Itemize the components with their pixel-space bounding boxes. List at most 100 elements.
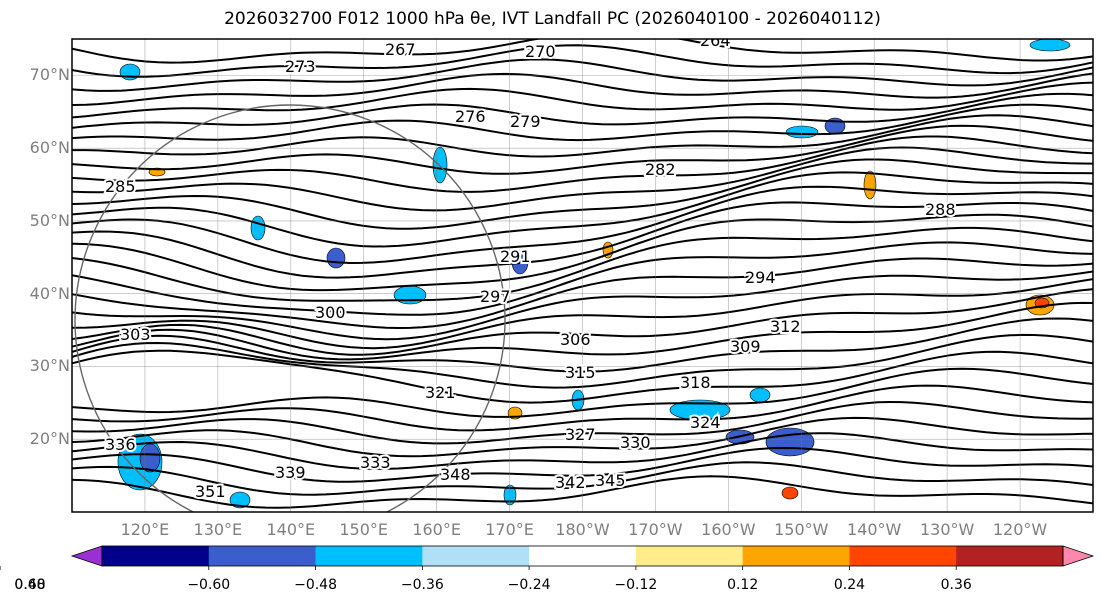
contour-label: 342 xyxy=(555,473,586,492)
theta-e-contour-line xyxy=(72,72,1093,107)
contour-label: 339 xyxy=(275,463,306,482)
contour-label: 330 xyxy=(620,433,651,452)
contour-labels: 264 267 270 273 276 279 282 285 288 291 294 297 300 3… xyxy=(103,39,958,503)
theta-e-contour-line xyxy=(72,158,1093,230)
contour-label: 306 xyxy=(560,330,591,349)
contour-label: 345 xyxy=(595,471,626,490)
chart-title: 2026032700 F012 1000 hPa θe, IVT Landfal… xyxy=(224,9,881,29)
longitude-label: 150°W xyxy=(774,520,829,539)
theta-e-contour-line xyxy=(72,270,1093,341)
theta-e-contour-line xyxy=(72,124,1093,175)
theta-e-contour-line xyxy=(72,257,1093,330)
theta-e-contour-line xyxy=(72,349,1093,404)
theta-e-contour-line xyxy=(72,400,1093,445)
colorbar-extend-low xyxy=(70,545,103,567)
colorbar-tick-label: −0.60 xyxy=(187,577,231,593)
contour-label: 291 xyxy=(500,247,531,266)
longitude-label: 170°W xyxy=(628,520,683,539)
longitude-label: 120°W xyxy=(992,520,1048,539)
longitude-label: 130°W xyxy=(919,520,975,539)
theta-e-contour-line xyxy=(72,416,1093,458)
theta-e-contour-line xyxy=(72,333,1093,389)
theta-e-contour-line xyxy=(72,301,1093,361)
contour-label: 270 xyxy=(525,42,556,61)
longitude-label: 130°E xyxy=(193,520,243,539)
theta-e-contour-line xyxy=(72,475,1093,509)
colorbar-tick-label: 0.36 xyxy=(940,577,972,593)
theta-e-contour-line xyxy=(72,103,1093,142)
contour-label: 309 xyxy=(730,337,761,356)
theta-e-contour-line xyxy=(72,171,1093,248)
colorbar-segment xyxy=(849,546,957,566)
colorbar-segment xyxy=(529,546,637,566)
contour-label: 351 xyxy=(195,482,226,501)
longitude-label: 140°W xyxy=(847,520,902,539)
theta-e-contour-line xyxy=(72,432,1093,470)
colorbar-segment xyxy=(956,546,1064,566)
contour-label: 333 xyxy=(360,453,391,472)
map-gridlines xyxy=(72,39,1093,512)
colorbar-segment xyxy=(315,546,423,566)
longitude-label: 150°E xyxy=(339,520,389,539)
theta-e-contour-line xyxy=(72,461,1093,496)
theta-e-contour-line xyxy=(72,58,1093,92)
theta-e-contour-line xyxy=(72,241,1093,316)
latitude-label: 50°N xyxy=(29,210,70,230)
contour-label: 327 xyxy=(565,425,596,444)
colorbar-tick-label: 0.60 xyxy=(14,577,46,593)
theta-e-contour-line xyxy=(72,317,1093,373)
contour-label: 279 xyxy=(510,112,541,131)
colorbar-segment xyxy=(102,546,210,566)
map-frame xyxy=(71,38,1094,513)
contour-label: 273 xyxy=(285,57,316,76)
colorbar-segment xyxy=(208,546,317,566)
longitude-label: 180°W xyxy=(555,520,610,539)
theta-e-contour-line xyxy=(72,278,1093,350)
latitude-label: 40°N xyxy=(29,283,70,303)
theta-e-contour-line xyxy=(72,213,1093,292)
longitude-label: 160°E xyxy=(412,520,461,539)
colorbar-tick-label: 0.48 xyxy=(14,577,46,593)
range-ring xyxy=(74,104,506,512)
colorbar-tick-label: 0.12 xyxy=(727,577,759,593)
colorbar-tick-label: −0.12 xyxy=(614,577,658,593)
theta-e-contour-line xyxy=(72,226,1093,302)
theta-e-contours xyxy=(72,39,1093,509)
colorbar xyxy=(0,545,1095,570)
theta-e-contour-line xyxy=(72,446,1093,483)
colorbar-segment xyxy=(422,546,530,566)
contour-label: 276 xyxy=(455,107,486,126)
theta-e-contour-line xyxy=(72,384,1093,432)
theta-e-contour-line xyxy=(72,81,1093,119)
contour-label: 324 xyxy=(690,413,721,432)
latitude-label: 30°N xyxy=(29,356,70,376)
latitude-label: 20°N xyxy=(29,429,70,449)
ivt-pc-shading xyxy=(117,39,1071,509)
colorbar-tick-label: 0.24 xyxy=(833,577,866,593)
contour-label: 315 xyxy=(565,363,596,382)
longitude-label: 160°W xyxy=(701,520,756,539)
contour-label: 300 xyxy=(315,303,346,322)
latitude-label: 60°N xyxy=(29,138,70,158)
longitude-label: 170°E xyxy=(485,520,534,539)
contour-label: 285 xyxy=(105,177,136,196)
colorbar-segment xyxy=(635,546,744,566)
theta-e-contour-line xyxy=(72,185,1093,265)
contour-label: 294 xyxy=(745,268,776,287)
contour-label: 303 xyxy=(120,325,151,344)
contour-label: 288 xyxy=(925,200,956,219)
colorbar-tick-label: −0.24 xyxy=(507,577,551,593)
contour-label: 318 xyxy=(680,373,711,392)
theta-e-contour-line xyxy=(72,135,1093,193)
theta-e-contour-line xyxy=(72,367,1093,418)
longitude-label: 120°E xyxy=(120,520,170,539)
theta-e-contour-line xyxy=(72,44,1093,78)
colorbar-extend-high xyxy=(1062,545,1095,567)
theta-e-contour-line xyxy=(72,114,1093,158)
colorbar-frame xyxy=(101,545,1064,567)
latitude-label: 70°N xyxy=(29,65,70,85)
longitude-label: 140°E xyxy=(266,520,316,539)
theta-e-contour-line xyxy=(72,201,1093,279)
contour-label: 297 xyxy=(480,287,511,306)
